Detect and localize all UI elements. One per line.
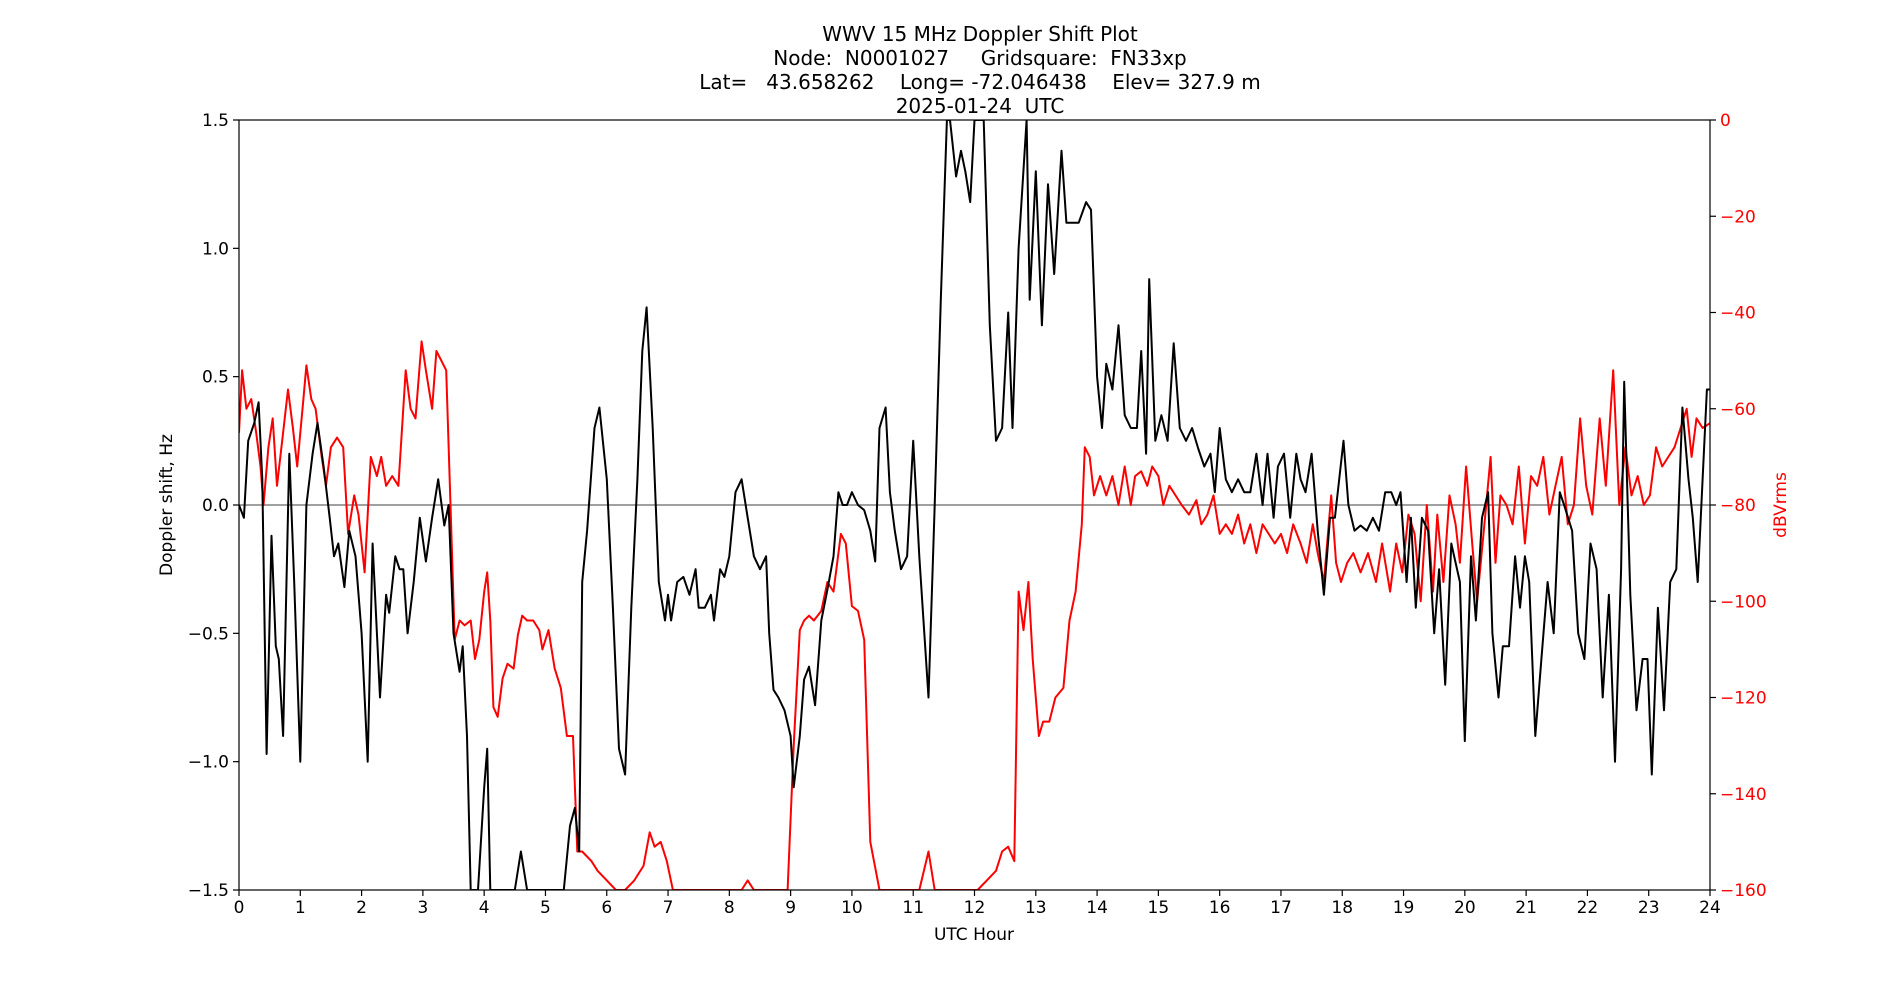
x-tick-label: 4: [479, 898, 490, 918]
x-tick-label: 1: [295, 898, 306, 918]
x-tick-label: 17: [1270, 898, 1292, 918]
y-right-tick-label: −60: [1720, 400, 1756, 420]
x-tick-label: 6: [601, 898, 612, 918]
y-axis-left-ticks: −1.5 −1.0 −0.5 0.0 0.5 1.0 1.5: [188, 111, 239, 901]
chart-title: WWV 15 MHz Doppler Shift Plot: [822, 22, 1138, 46]
y-tick-label: −0.5: [188, 624, 229, 644]
y-tick-label: 1.0: [202, 239, 229, 259]
doppler-series-line: [239, 120, 1710, 890]
x-tick-label: 3: [417, 898, 428, 918]
x-tick-label: 9: [785, 898, 796, 918]
y-right-tick-label: −100: [1720, 592, 1767, 612]
chart-subtitle-date: 2025-01-24 UTC: [895, 94, 1065, 118]
y-tick-label: 0.0: [202, 496, 229, 516]
y-tick-label: −1.5: [188, 881, 229, 901]
x-tick-label: 2: [356, 898, 367, 918]
x-tick-label: 8: [724, 898, 735, 918]
x-tick-label: 0: [234, 898, 245, 918]
y-right-tick-label: 0: [1720, 111, 1731, 131]
y-right-tick-label: −120: [1720, 689, 1767, 709]
x-tick-label: 5: [540, 898, 551, 918]
y-axis-left-label: Doppler shift, Hz: [157, 434, 177, 576]
x-tick-label: 10: [841, 898, 863, 918]
x-tick-label: 12: [964, 898, 986, 918]
y-right-tick-label: −140: [1720, 785, 1767, 805]
chart-subtitle-location: Lat= 43.658262 Long= -72.046438 Elev= 32…: [699, 70, 1261, 94]
y-right-tick-label: −40: [1720, 304, 1756, 324]
x-tick-label: 16: [1209, 898, 1231, 918]
x-axis-ticks: 0 1 2 3 4 5 6 7 8 9 10 11 12 13 14 15 16 17 18 19 20 21 22 23 24: [234, 890, 1721, 918]
x-tick-label: 23: [1638, 898, 1660, 918]
x-tick-label: 15: [1148, 898, 1170, 918]
x-tick-label: 7: [663, 898, 674, 918]
y-right-tick-label: −20: [1720, 207, 1756, 227]
x-tick-label: 19: [1393, 898, 1415, 918]
x-tick-label: 20: [1454, 898, 1476, 918]
x-tick-label: 21: [1515, 898, 1537, 918]
x-tick-label: 11: [902, 898, 924, 918]
x-axis-label: UTC Hour: [934, 925, 1014, 945]
y-right-tick-label: −80: [1720, 496, 1756, 516]
x-tick-label: 24: [1699, 898, 1721, 918]
chart-subtitle-node: Node: N0001027 Gridsquare: FN33xp: [773, 46, 1187, 70]
x-tick-label: 13: [1025, 898, 1047, 918]
y-axis-right-ticks: −160 −140 −120 −100 −80 −60 −40 −20 0: [1710, 111, 1767, 901]
x-tick-label: 22: [1577, 898, 1599, 918]
y-tick-label: 1.5: [202, 111, 229, 131]
plot-series: [239, 120, 1710, 890]
y-tick-label: 0.5: [202, 368, 229, 388]
x-tick-label: 18: [1331, 898, 1353, 918]
power-series-line: [239, 340, 1710, 890]
y-tick-label: −1.0: [188, 753, 229, 773]
y-right-tick-label: −160: [1720, 881, 1767, 901]
x-tick-label: 14: [1086, 898, 1108, 918]
y-axis-right-label: dBVrms: [1771, 472, 1791, 538]
